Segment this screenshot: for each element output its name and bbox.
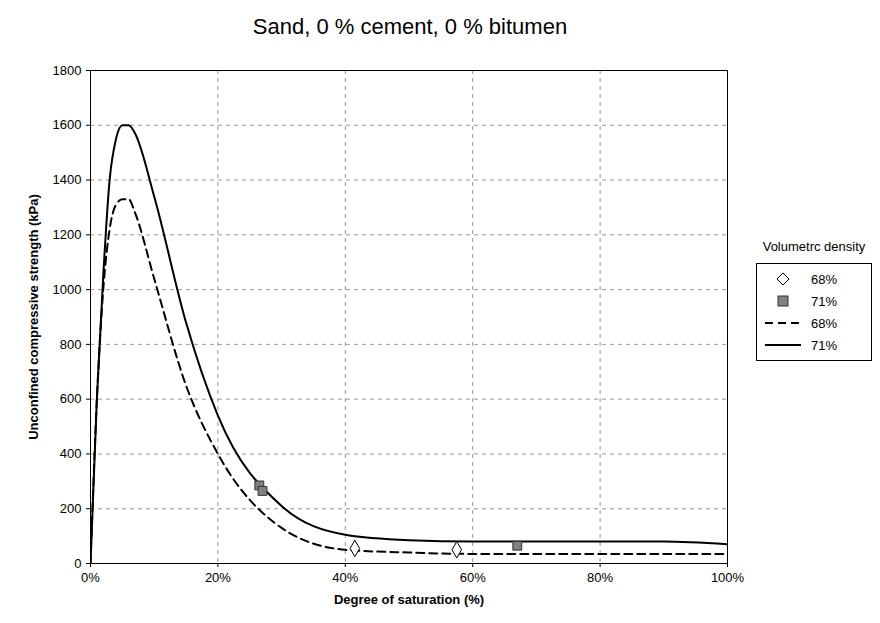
- svg-text:800: 800: [60, 337, 82, 352]
- svg-text:80%: 80%: [587, 570, 613, 585]
- svg-text:600: 600: [60, 391, 82, 406]
- svg-text:1800: 1800: [53, 63, 82, 78]
- html-text:Sand, 0 % cement, 0 % bitumen: Sand, 0 % cement, 0 % bitumen: [252, 14, 568, 39]
- svg-text:1000: 1000: [53, 282, 82, 297]
- html-text:71%: 71%: [811, 337, 837, 353]
- svg-text:20%: 20%: [205, 570, 231, 585]
- html-text:71%: 71%: [811, 293, 837, 309]
- html-text:Volumetrc density: Volumetrc density: [762, 239, 866, 254]
- html-text:68%: 68%: [811, 271, 837, 287]
- svg-text:40%: 40%: [332, 570, 358, 585]
- svg-text:0%: 0%: [81, 570, 100, 585]
- svg-text:1600: 1600: [53, 117, 82, 132]
- svg-text:400: 400: [60, 446, 82, 461]
- svg-text:Degree of saturation (%): Degree of saturation (%): [334, 592, 484, 607]
- svg-text:60%: 60%: [460, 570, 486, 585]
- svg-text:0: 0: [74, 556, 81, 571]
- html-text:68%: 68%: [811, 315, 837, 331]
- svg-text:1400: 1400: [53, 172, 82, 187]
- svg-text:Unconfined compressive strengt: Unconfined compressive strength (kPa): [26, 194, 41, 440]
- svg-text:1200: 1200: [53, 227, 82, 242]
- svg-text:200: 200: [60, 501, 82, 516]
- svg-text:100%: 100%: [711, 570, 745, 585]
